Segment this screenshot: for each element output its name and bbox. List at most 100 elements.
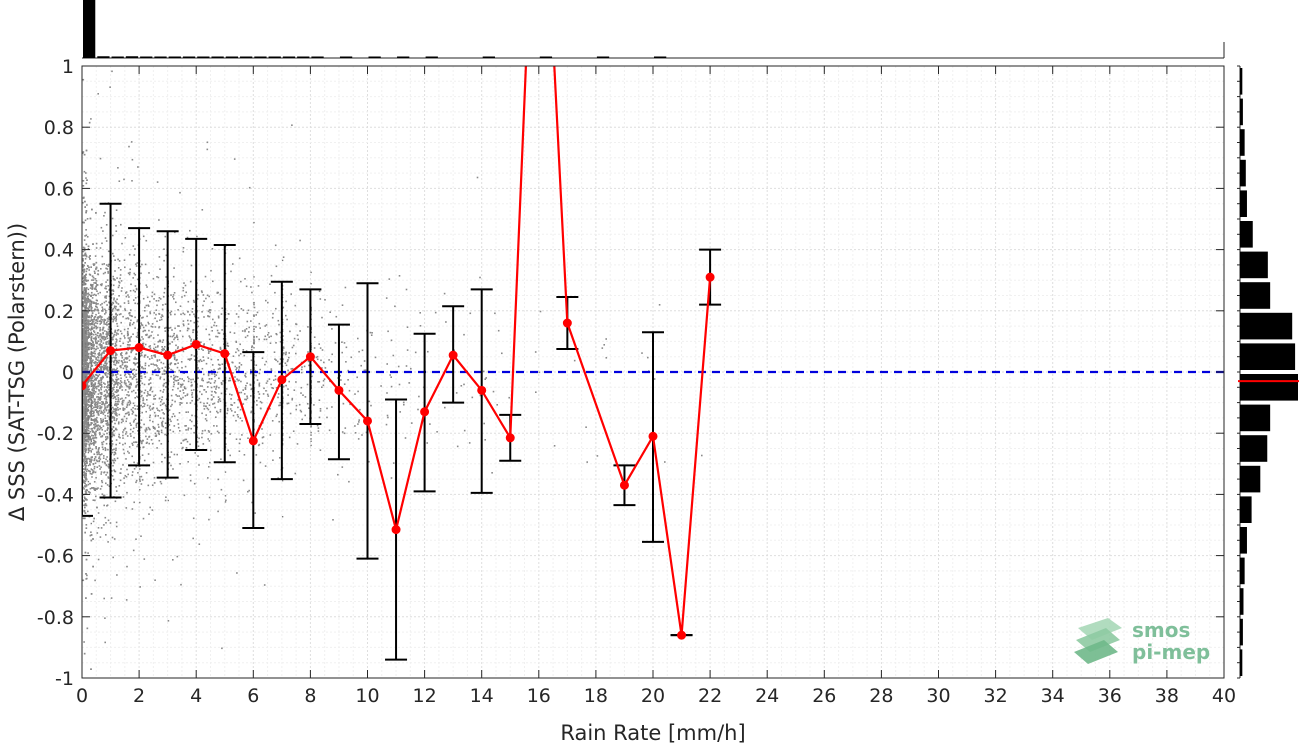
scatter-point (182, 289, 185, 292)
scatter-point (208, 466, 210, 468)
scatter-point (118, 180, 121, 182)
scatter-point (183, 294, 186, 297)
scatter-point (205, 419, 208, 422)
scatter-point (99, 488, 102, 490)
scatter-point (84, 298, 87, 300)
scatter-point (112, 320, 114, 323)
scatter-point (146, 395, 148, 397)
scatter-point (139, 265, 142, 268)
scatter-point (84, 498, 87, 501)
scatter-point (98, 369, 101, 371)
scatter-point (111, 390, 114, 392)
scatter-point (105, 336, 107, 339)
scatter-point (238, 257, 241, 260)
scatter-point (82, 316, 84, 318)
scatter-point (111, 417, 114, 419)
scatter-point (98, 343, 101, 346)
scatter-point (143, 423, 145, 426)
scatter-point (113, 297, 115, 299)
scatter-point (82, 445, 85, 448)
scatter-point (232, 372, 234, 374)
scatter-point (100, 421, 102, 424)
scatter-point (121, 242, 123, 245)
scatter-point (197, 367, 199, 369)
scatter-point (169, 456, 171, 458)
scatter-point (123, 381, 126, 384)
scatter-point (163, 378, 165, 381)
scatter-point (110, 394, 113, 397)
scatter-point (148, 416, 151, 419)
scatter-point (106, 421, 109, 424)
scatter-point (145, 472, 148, 474)
scatter-point (85, 342, 88, 345)
scatter-point (214, 380, 217, 382)
scatter-point (155, 374, 158, 376)
scatter-point (140, 475, 143, 478)
scatter-point (103, 263, 105, 265)
scatter-point (132, 427, 135, 430)
scatter-point (88, 331, 90, 334)
scatter-point (100, 393, 103, 396)
scatter-point (85, 407, 88, 410)
scatter-point (115, 413, 118, 415)
scatter-point (165, 276, 167, 278)
scatter-point (104, 516, 107, 519)
scatter-point (182, 383, 184, 386)
scatter-point (219, 364, 221, 366)
scatter-point (230, 403, 232, 406)
scatter-point (193, 424, 196, 427)
scatter-point (83, 352, 85, 355)
scatter-point (100, 367, 102, 370)
scatter-point (157, 334, 159, 336)
scatter-point (83, 409, 85, 412)
scatter-point (101, 316, 103, 318)
scatter-point (87, 334, 90, 336)
scatter-point (113, 360, 116, 362)
scatter-point (115, 334, 118, 336)
scatter-point (86, 389, 88, 391)
scatter-point (91, 487, 93, 489)
scatter-point (98, 460, 100, 463)
scatter-point (100, 381, 102, 384)
scatter-point (182, 350, 185, 353)
scatter-point (164, 370, 167, 373)
scatter-point (107, 373, 109, 375)
scatter-point (226, 409, 229, 412)
scatter-point (125, 458, 127, 460)
scatter-point (86, 366, 88, 368)
scatter-point (104, 373, 107, 376)
scatter-point (84, 358, 87, 360)
scatter-point (132, 407, 134, 409)
scatter-point (89, 458, 91, 461)
scatter-point (95, 325, 97, 328)
scatter-point (107, 265, 109, 267)
scatter-point (90, 292, 93, 294)
scatter-point (91, 286, 94, 288)
scatter-point (135, 353, 138, 355)
scatter-point (92, 263, 95, 265)
scatter-point (92, 538, 94, 540)
scatter-point (84, 400, 87, 402)
scatter-point (93, 376, 96, 378)
scatter-point (96, 506, 98, 509)
scatter-point (111, 368, 114, 371)
scatter-point (118, 485, 121, 487)
scatter-point (105, 442, 108, 445)
scatter-point (214, 391, 216, 393)
scatter-point (84, 506, 86, 509)
scatter-point (140, 272, 142, 275)
scatter-point (105, 333, 108, 336)
scatter-point (82, 151, 85, 153)
scatter-point (106, 330, 108, 333)
scatter-point (121, 355, 123, 357)
scatter-point (182, 396, 184, 399)
scatter-point (159, 389, 162, 392)
scatter-point (117, 409, 120, 411)
scatter-point (161, 453, 163, 456)
scatter-point (129, 382, 132, 384)
scatter-point (95, 374, 98, 376)
scatter-point (113, 453, 115, 456)
scatter-point (102, 329, 104, 331)
scatter-point (175, 344, 177, 347)
scatter-point (82, 276, 85, 279)
